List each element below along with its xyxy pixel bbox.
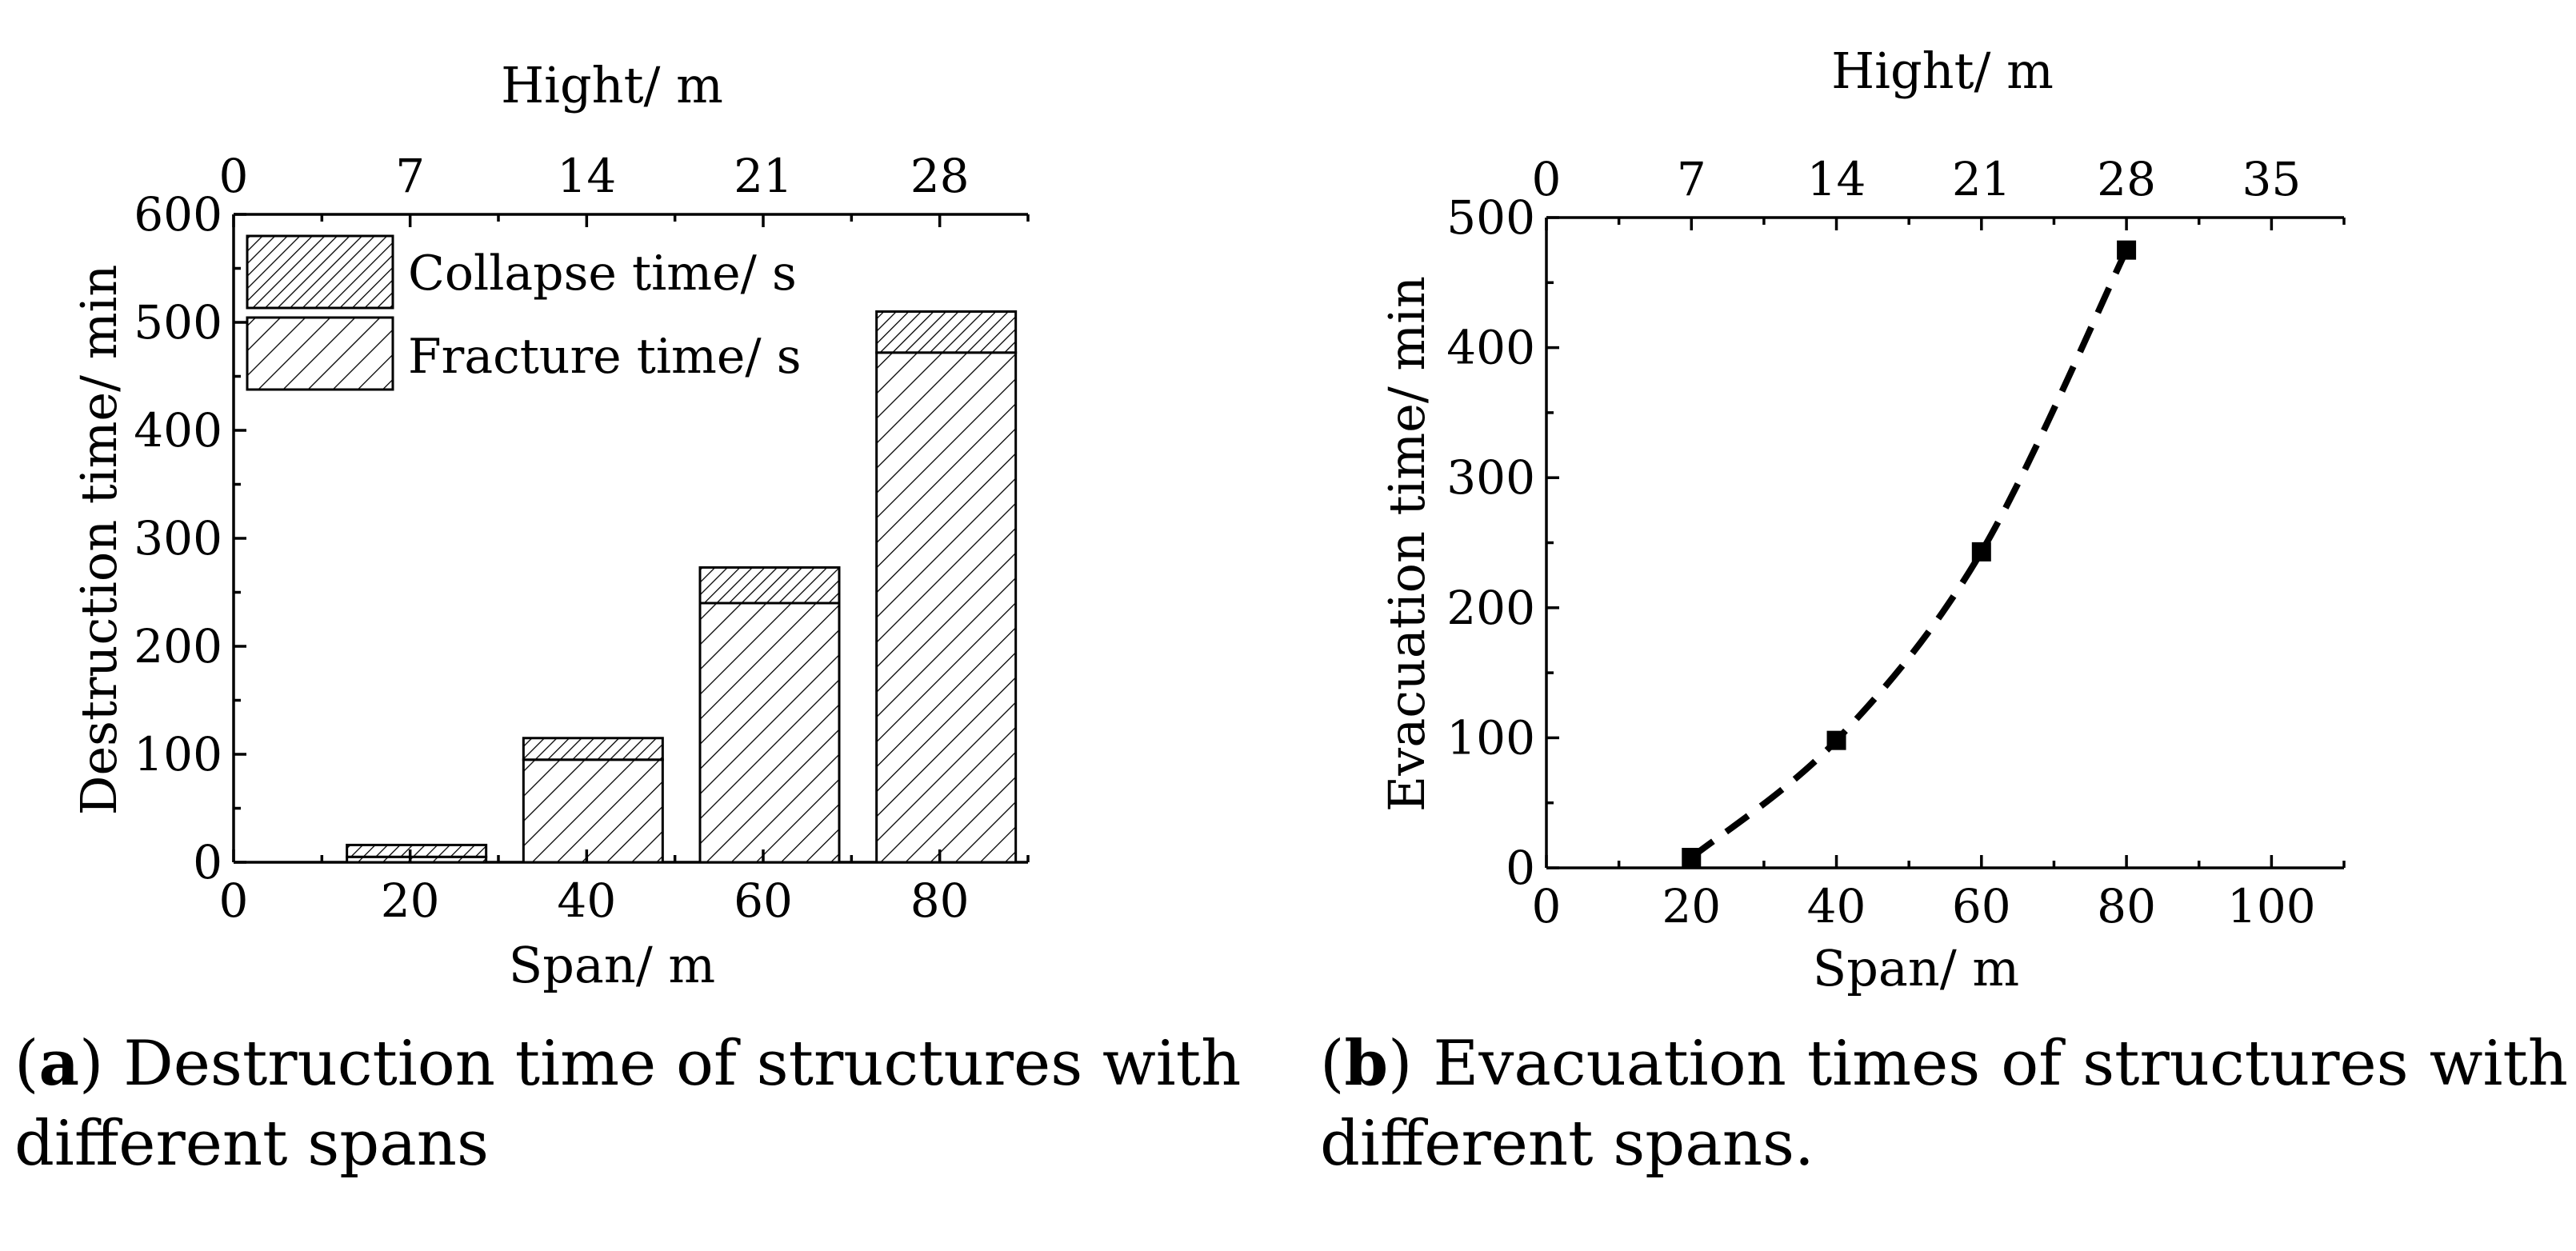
panel-a-ytick-label: 200	[134, 619, 222, 673]
panel-a-legend: Collapse time/ s Fracture time/ s	[246, 234, 801, 391]
panel-a-top-tick-label: 7	[395, 149, 425, 203]
panel-a-xtick-label: 20	[381, 873, 440, 928]
panel-a-top-xlabel: Hight/ m	[501, 56, 723, 114]
bar-collapse-20	[346, 843, 488, 858]
panel-a-xtick-label: 40	[557, 873, 616, 928]
panel-b-axes	[1545, 216, 2344, 869]
panel-b-ytick-label: 100	[1446, 710, 1535, 765]
panel-b-xtick-label: 20	[1662, 879, 1721, 933]
panel-b-xtick-label: 40	[1807, 879, 1866, 933]
bar-collapse-60	[698, 566, 841, 605]
panel-b-top-tick-label: 0	[1532, 152, 1562, 206]
panel-a-ytick-label: 500	[134, 295, 222, 350]
panel-b-ytick-label: 0	[1506, 841, 1535, 895]
panel-b-top-tick-label: 28	[2097, 152, 2156, 206]
panel-a-top-tick-label: 21	[734, 149, 793, 203]
panel-b-ytick-label: 300	[1446, 450, 1535, 505]
panel-b-xlabel: Span/ m	[1813, 939, 2019, 997]
evacuation-point-40	[1826, 730, 1846, 750]
panel-b-top-tick-label: 7	[1677, 152, 1706, 206]
panel-a-top-tick-label: 14	[557, 149, 616, 203]
evacuation-line	[1689, 248, 2130, 861]
panel-b-ytick-label: 400	[1446, 321, 1535, 375]
panel-a-xtick-label: 60	[734, 873, 793, 928]
panel-a-ytick-label: 400	[134, 403, 222, 458]
legend-label-fracture: Fracture time/ s	[408, 329, 801, 385]
panel-a-ylabel: Destruction time/ min	[70, 265, 128, 816]
panel-b-ytick-label: 500	[1446, 190, 1535, 245]
panel-b-xtick-label: 100	[2227, 879, 2316, 933]
panel-a-xtick-label: 0	[219, 873, 249, 928]
caption-a: (a) Destruction time of structures with …	[14, 1027, 1242, 1180]
panel-a-top-tick-label: 0	[219, 149, 249, 203]
panel-b-xtick-label: 0	[1532, 879, 1562, 933]
caption-b: (b) Evacuation times of structures with …	[1320, 1027, 2568, 1180]
panel-b-top-tick-label: 14	[1807, 152, 1866, 206]
bar-collapse-80	[875, 310, 1018, 354]
panel-b-top-tick-label: 35	[2242, 152, 2301, 206]
panel-a-xlabel: Span/ m	[509, 936, 715, 994]
panel-b-ytick-label: 200	[1446, 581, 1535, 635]
caption-a-text: Destruction time of structures with diff…	[14, 1028, 1242, 1180]
panel-a-bars	[346, 310, 1018, 864]
panel-a-top-tick-label: 28	[910, 149, 970, 203]
panel-b-top-xlabel: Hight/ m	[1831, 42, 2054, 100]
panel-a-ytick-label: 100	[134, 727, 222, 781]
panel-b-series	[1682, 240, 2137, 867]
bar-fracture-60	[698, 602, 841, 864]
caption-a-label: a	[38, 1027, 79, 1100]
legend-swatch-fracture	[246, 316, 394, 391]
caption-b-label: b	[1344, 1027, 1388, 1100]
panel-a-xtick-label: 80	[910, 873, 970, 928]
bar-collapse-40	[522, 737, 664, 761]
panel-b-xtick-label: 60	[1952, 879, 2011, 933]
bar-fracture-40	[522, 758, 664, 864]
evacuation-point-60	[1971, 542, 1991, 562]
legend-label-collapse: Collapse time/ s	[408, 246, 797, 302]
legend-swatch-collapse	[246, 234, 394, 310]
evacuation-point-80	[2117, 240, 2137, 260]
panel-b-ylabel: Evacuation time/ min	[1378, 276, 1436, 812]
panel-b-top-tick-label: 21	[1952, 152, 2011, 206]
panel-a-ytick-label: 0	[193, 835, 222, 889]
bar-fracture-80	[875, 351, 1018, 864]
panel-a-ytick-label: 300	[134, 511, 222, 566]
panel-a-ytick-label: 600	[134, 187, 222, 242]
caption-b-text: Evacuation times of structures with diff…	[1320, 1028, 2568, 1180]
panel-b-xtick-label: 80	[2097, 879, 2156, 933]
